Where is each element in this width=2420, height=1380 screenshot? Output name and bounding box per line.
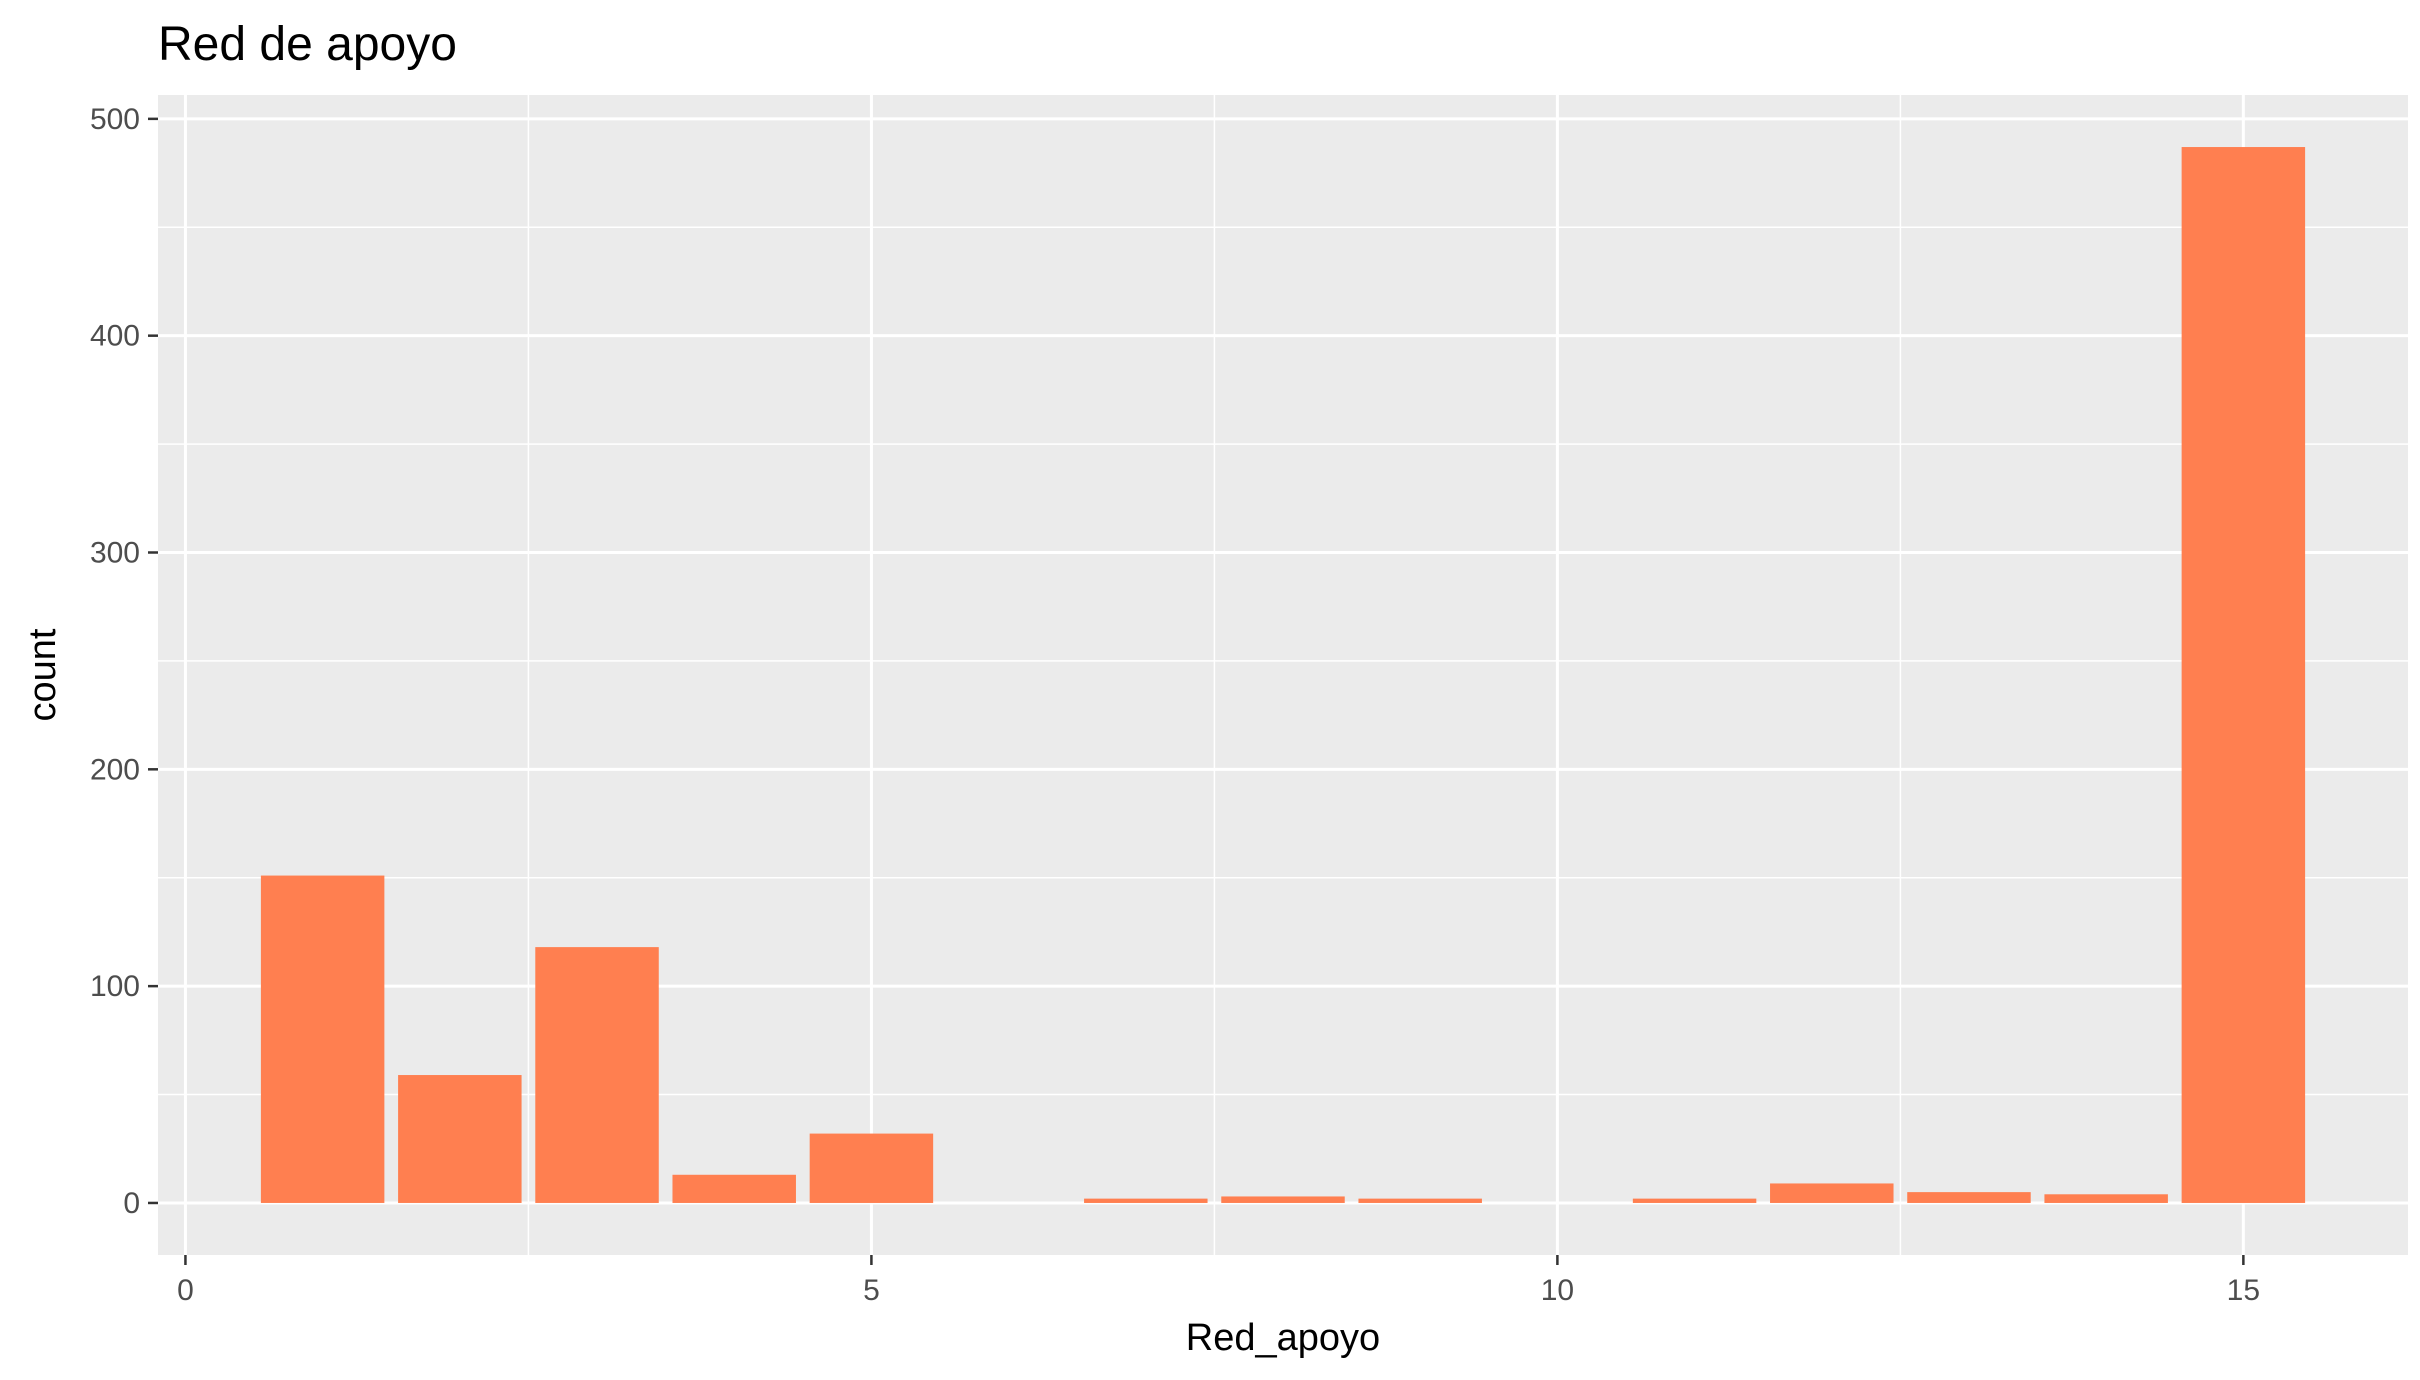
y-tick-label: 500: [90, 103, 140, 136]
bar: [1907, 1192, 2031, 1203]
x-tick-label: 0: [177, 1274, 194, 1307]
bar: [535, 947, 659, 1203]
bar: [2181, 147, 2306, 1203]
y-tick-label: 100: [90, 970, 140, 1003]
bar: [672, 1174, 796, 1203]
y-axis-title: count: [22, 628, 64, 721]
bar: [1358, 1198, 1482, 1203]
bar: [1221, 1196, 1345, 1203]
y-tick-label: 300: [90, 536, 140, 569]
x-tick-label: 10: [1541, 1274, 1574, 1307]
bar: [2044, 1194, 2168, 1203]
x-tick-label: 5: [863, 1274, 880, 1307]
bar: [398, 1075, 522, 1203]
x-tick-label: 15: [2227, 1274, 2260, 1307]
y-tick-label: 400: [90, 320, 140, 353]
plot-panel: [158, 95, 2408, 1255]
y-tick-label: 200: [90, 753, 140, 786]
gridlines: [158, 95, 2408, 1255]
chart-title: Red de apoyo: [158, 18, 457, 71]
bar: [1770, 1183, 1894, 1203]
bar: [260, 875, 385, 1203]
bars: [260, 147, 2306, 1203]
x-axis-title: Red_apoyo: [1186, 1317, 1380, 1359]
bar: [809, 1133, 934, 1203]
bar: [1632, 1198, 1757, 1203]
axes: 0 100 200 300 400 500 0 5 10 15: [90, 103, 2260, 1307]
bar: [1084, 1198, 1208, 1203]
y-tick-label: 0: [123, 1187, 140, 1220]
